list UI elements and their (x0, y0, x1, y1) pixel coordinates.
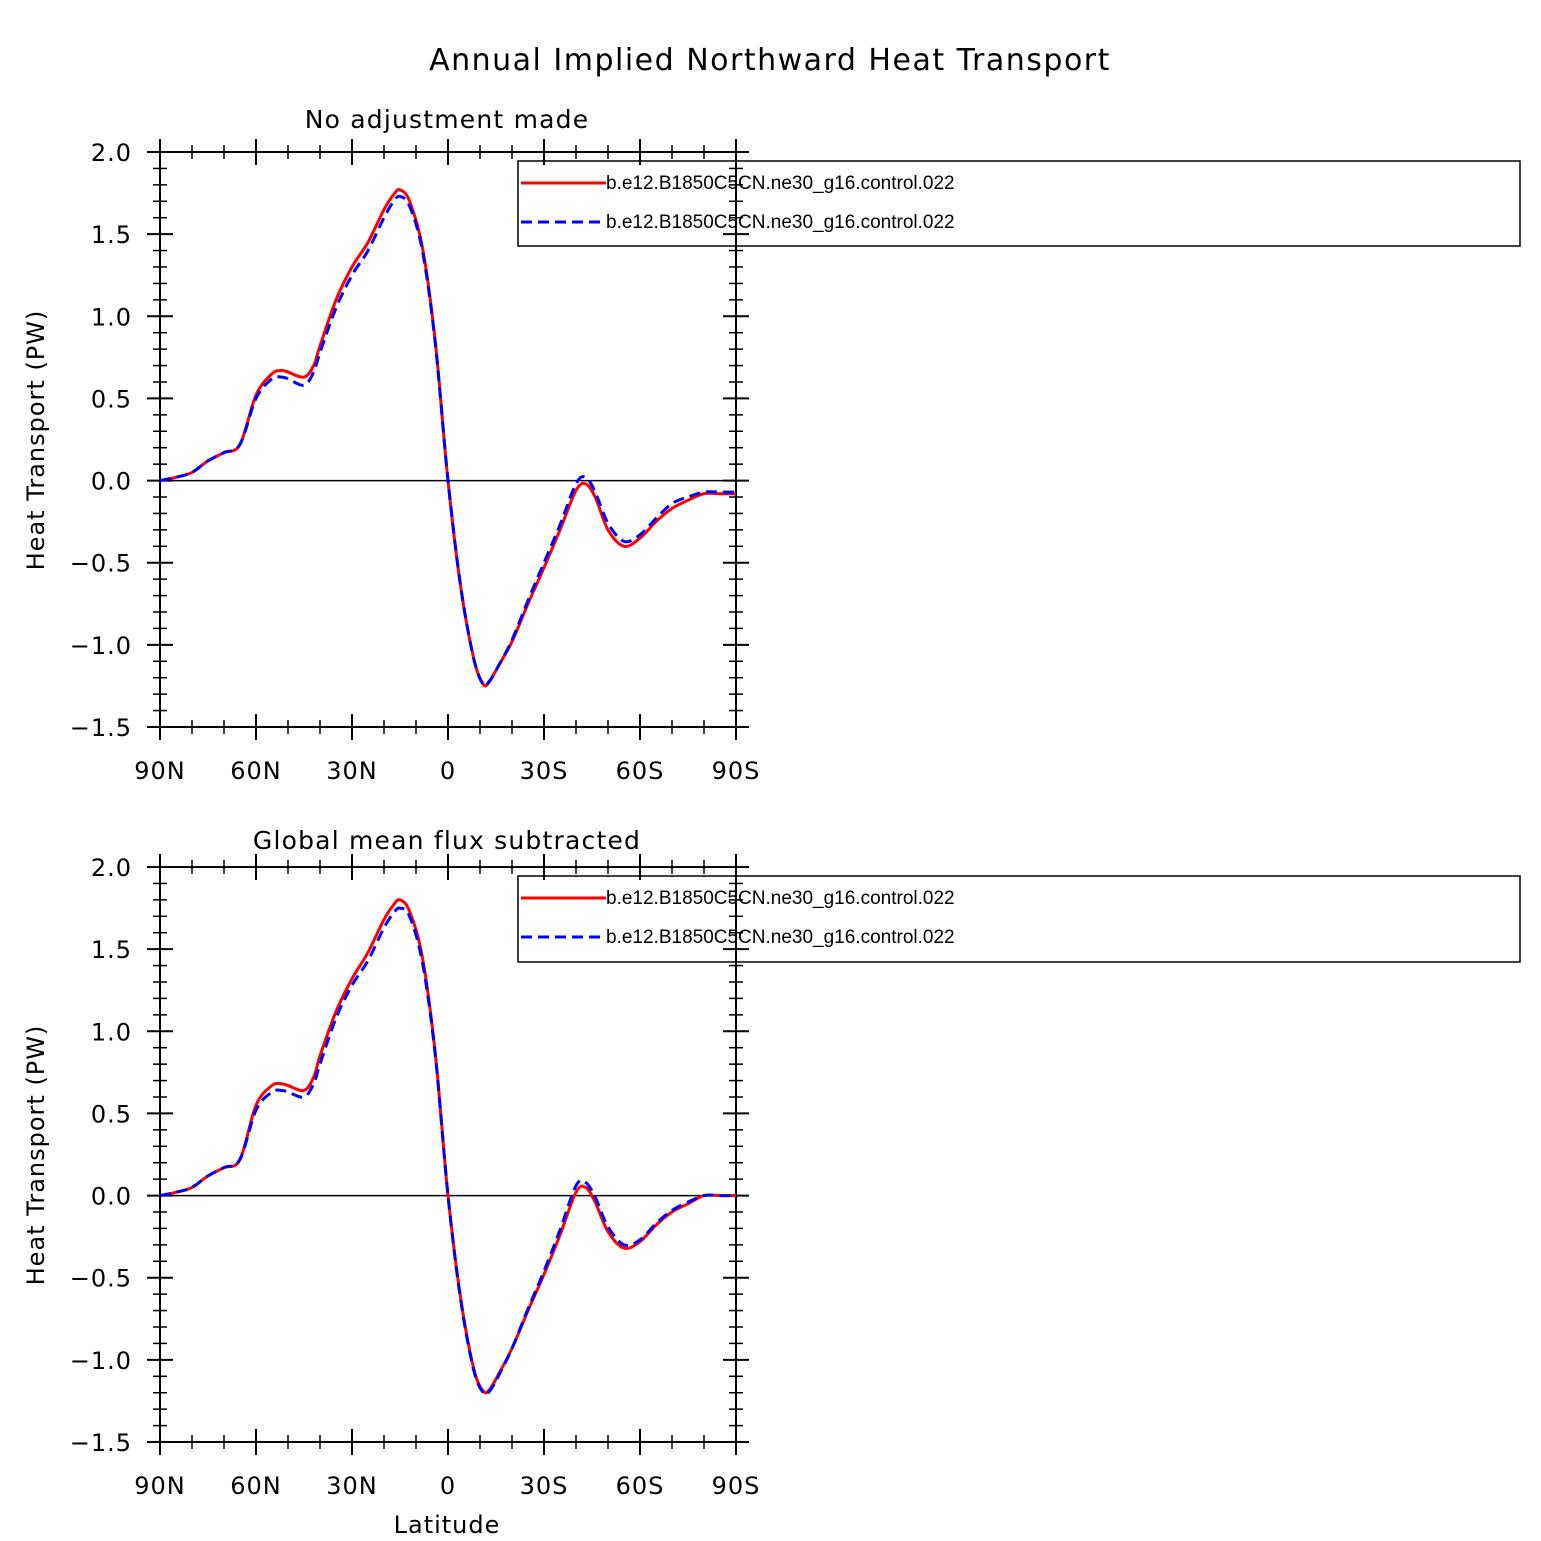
y-tick-label: 2.0 (91, 139, 132, 167)
y-tick-label: 1.5 (91, 221, 132, 249)
y-tick-label: −1.5 (70, 714, 132, 742)
series-group (159, 188, 736, 688)
legend-entry-label: b.e12.B1850C5CN.ne30_g16.control.022 (606, 173, 955, 194)
series-group (159, 898, 736, 1397)
legend-entry-label: b.e12.B1850C5CN.ne30_g16.control.022 (606, 888, 955, 909)
plot-frame (159, 866, 737, 1443)
x-tick-label: 90S (712, 1472, 761, 1500)
panel-global-mean-subtracted: Global mean flux subtracted Heat Transpo… (22, 826, 1521, 1539)
y-tick-label: 1.5 (91, 936, 132, 964)
x-tick-label: 30N (326, 1472, 378, 1500)
y-tick-label: 0.0 (91, 1183, 132, 1211)
y-ticks: −1.5 −1.0 −0.5 0.0 0.5 1.0 1.5 2.0 (70, 854, 749, 1457)
x-tick-label: 0 (440, 1472, 456, 1500)
x-tick-label: 0 (440, 757, 456, 785)
y-axis-label: Heat Transport (PW) (22, 310, 50, 571)
legend-box (517, 875, 1521, 963)
legend: b.e12.B1850C5CN.ne30_g16.control.022 b.e1… (517, 160, 1521, 247)
x-tick-label: 90N (134, 1472, 186, 1500)
y-tick-label: 0.5 (91, 1100, 132, 1128)
figure-title: Annual Implied Northward Heat Transport (429, 43, 1111, 78)
y-tick-label: 2.0 (91, 854, 132, 882)
y-tick-label: −1.5 (70, 1429, 132, 1457)
legend-box (517, 160, 1521, 247)
series-line-1 (159, 194, 736, 688)
y-tick-label: 1.0 (91, 303, 132, 331)
y-tick-label: −1.0 (70, 632, 132, 660)
series-line-1 (159, 906, 736, 1397)
x-tick-label: 90S (712, 757, 761, 785)
x-tick-label: 60N (230, 757, 282, 785)
y-tick-label: 0.5 (91, 385, 132, 413)
y-tick-label: 0.0 (91, 468, 132, 496)
x-tick-label: 60S (616, 757, 665, 785)
x-tick-label: 30S (520, 1472, 569, 1500)
x-tick-label: 30N (326, 757, 378, 785)
panel-no-adjustment: No adjustment made Heat Transport (PW) −… (22, 105, 1521, 785)
y-tick-label: −1.0 (70, 1347, 132, 1375)
y-ticks: −1.5 −1.0 −0.5 0.0 0.5 1.0 1.5 2.0 (70, 139, 749, 742)
x-tick-label: 30S (520, 757, 569, 785)
panel-title: Global mean flux subtracted (253, 826, 641, 855)
y-tick-label: 1.0 (91, 1018, 132, 1046)
x-axis-label: Latitude (394, 1511, 501, 1539)
y-tick-label: −0.5 (70, 550, 132, 578)
plot-frame (159, 151, 737, 728)
y-axis-label: Heat Transport (PW) (22, 1025, 50, 1286)
plot-area: −1.5 −1.0 −0.5 0.0 0.5 1.0 1.5 2.0 90N 60N 30N 0 30S… (70, 854, 1521, 1500)
plot-area: −1.5 −1.0 −0.5 0.0 0.5 1.0 1.5 2.0 90N 60N 30N 0 30S… (70, 139, 1521, 785)
x-ticks: 90N 60N 30N 0 30S 60S 90S (134, 854, 761, 1500)
legend-entry-label: b.e12.B1850C5CN.ne30_g16.control.022 (606, 212, 955, 233)
legend-entry-label: b.e12.B1850C5CN.ne30_g16.control.022 (606, 927, 955, 948)
legend: b.e12.B1850C5CN.ne30_g16.control.022 b.e1… (517, 875, 1521, 963)
y-tick-label: −0.5 (70, 1265, 132, 1293)
series-line-0 (159, 188, 736, 688)
x-ticks: 90N 60N 30N 0 30S 60S 90S (134, 139, 761, 785)
x-tick-label: 60N (230, 1472, 282, 1500)
x-tick-label: 60S (616, 1472, 665, 1500)
panel-title: No adjustment made (305, 105, 590, 134)
x-tick-label: 90N (134, 757, 186, 785)
